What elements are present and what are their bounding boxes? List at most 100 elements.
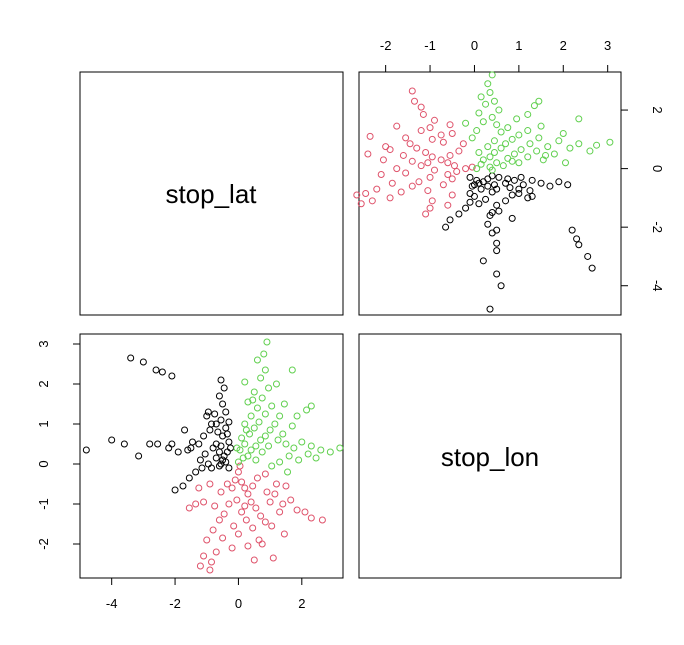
scatter-point-black	[215, 392, 223, 400]
scatter-point-red	[417, 103, 425, 111]
scatter-point-black	[493, 239, 501, 247]
scatter-point-green	[249, 396, 257, 404]
scatter-point-black	[517, 173, 525, 181]
scatter-point-black	[502, 197, 510, 205]
scatter-point-red	[415, 178, 423, 186]
panel-bottom-left-frame	[79, 333, 344, 579]
scatter-point-black	[211, 410, 219, 418]
scatter-point-green	[268, 462, 276, 470]
scatter-point-red	[448, 129, 456, 137]
scatter-point-red	[437, 131, 445, 139]
scatter-point-red	[422, 149, 430, 157]
scatter-point-red	[200, 498, 208, 506]
left-axis-tick-label: 0	[36, 460, 51, 467]
scatter-point-green	[250, 388, 258, 396]
scatter-point-red	[397, 188, 405, 196]
scatter-point-green	[336, 444, 344, 452]
scatter-point-red	[364, 150, 372, 158]
top-axis-tick-label: 1	[515, 38, 522, 53]
scatter-point-green	[468, 134, 476, 142]
scatter-point-red	[208, 558, 215, 566]
scatter-point-black	[185, 474, 193, 482]
scatter-point-black	[493, 226, 501, 234]
scatter-point-green	[593, 141, 601, 149]
scatter-point-black	[495, 207, 503, 215]
scatter-point-black	[152, 366, 160, 374]
scatter-point-black	[222, 458, 230, 466]
scatter-point-black	[510, 176, 518, 184]
scatter-point-green	[486, 153, 494, 161]
scatter-point-black	[486, 305, 494, 313]
bottom-axis-tick-label: 0	[235, 596, 242, 611]
scatter-point-green	[250, 424, 258, 432]
scatter-point-black	[584, 252, 592, 260]
scatter-point-green	[479, 156, 487, 164]
scatter-point-red	[269, 554, 277, 562]
scatter-point-red	[215, 516, 223, 524]
left-axis-tick-label: -2	[36, 538, 51, 550]
scatter-point-green	[490, 149, 498, 157]
scatter-point-black	[568, 226, 576, 234]
scatter-point-red	[428, 197, 436, 205]
scatter-point-red	[253, 474, 261, 482]
scatter-point-green	[307, 402, 315, 410]
scatter-point-red	[366, 132, 374, 140]
scatter-point-red	[271, 490, 279, 498]
scatter-point-red	[437, 156, 445, 164]
scatter-point-red	[408, 87, 416, 95]
scatter-point-red	[219, 534, 227, 542]
scatter-point-green	[486, 88, 494, 96]
scatter-point-red	[212, 548, 220, 556]
scatter-point-red	[453, 168, 461, 176]
scatter-point-green	[276, 412, 284, 420]
scatter-point-black	[120, 440, 128, 448]
top-axis-tick-label: -2	[380, 38, 392, 53]
scatter-point-green	[477, 93, 485, 101]
scatter-point-green	[606, 138, 614, 146]
scatter-point-red	[241, 484, 249, 492]
scatter-point-red	[444, 159, 452, 167]
scatter-point-green	[265, 442, 273, 450]
scatter-point-black	[564, 181, 572, 189]
scatter-point-green	[484, 80, 492, 88]
scatter-point-green	[493, 159, 501, 167]
scatter-point-red	[446, 151, 454, 159]
scatter-point-black	[484, 182, 492, 190]
scatter-point-green	[258, 394, 266, 402]
scatter-point-green	[272, 380, 280, 388]
scatter-point-red	[424, 187, 432, 195]
scatter-point-red	[399, 151, 407, 159]
scatter-point-green	[559, 129, 567, 137]
scatter-point-green	[271, 420, 279, 428]
scatter-point-red	[244, 490, 252, 498]
scatter-point-black	[524, 194, 532, 202]
scatter-point-red	[444, 170, 452, 178]
scatter-point-red	[206, 480, 214, 488]
scatter-point-black	[446, 216, 454, 224]
scatter-point-red	[424, 159, 432, 167]
scatter-point-red	[450, 162, 458, 170]
scatter-point-red	[419, 110, 427, 118]
scatter-point-green	[550, 150, 558, 158]
scatter-point-green	[312, 454, 320, 462]
scatter-point-green	[234, 458, 242, 466]
scatter-point-red	[244, 542, 252, 550]
scatter-point-green	[233, 444, 241, 452]
diag-label-stop-lon: stop_lon	[441, 442, 539, 472]
scatter-point-red	[393, 165, 401, 173]
scatter-point-red	[287, 496, 295, 504]
scatter-point-red	[411, 97, 419, 105]
scatter-point-green	[586, 147, 594, 155]
scatter-point-green	[488, 166, 496, 174]
scatter-point-green	[488, 113, 496, 121]
right-axis-tick-label: -2	[650, 221, 665, 233]
scatter-point-red	[444, 201, 452, 209]
scatter-point-green	[274, 436, 282, 444]
scatter-point-green	[238, 434, 246, 442]
scatter-point-green	[504, 154, 512, 162]
scatter-point-black	[217, 376, 225, 384]
scatter-point-green	[247, 446, 255, 454]
scatter-point-green	[317, 446, 325, 454]
scatter-point-red	[261, 470, 269, 478]
scatter-point-green	[293, 412, 301, 420]
